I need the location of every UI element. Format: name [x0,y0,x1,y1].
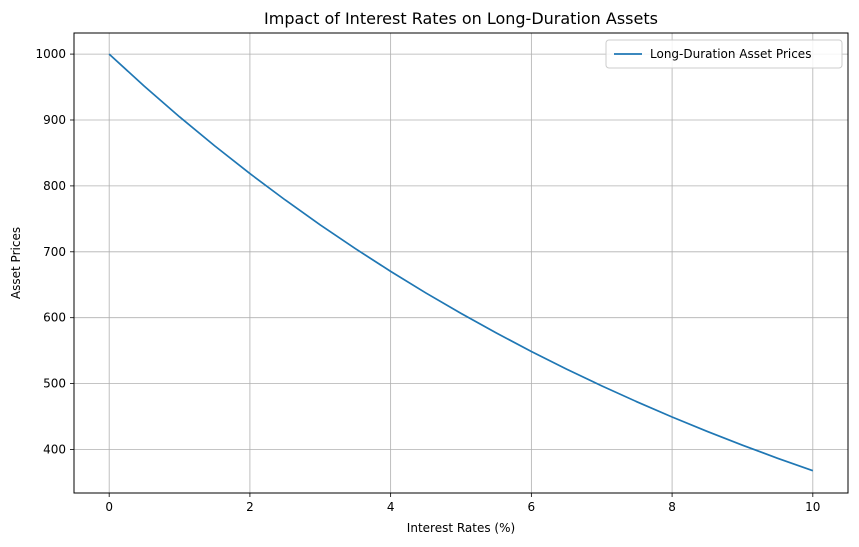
y-axis-label: Asset Prices [9,227,23,299]
x-tick-label: 10 [805,500,820,514]
x-axis-ticks: 0 2 4 6 8 10 [105,493,820,514]
plot-frame [73,32,849,494]
legend-label: Long-Duration Asset Prices [650,47,811,61]
y-tick-label: 600 [43,311,66,325]
y-tick-label: 800 [43,179,66,193]
legend: Long-Duration Asset Prices [605,39,843,69]
y-tick-label: 400 [43,443,66,457]
x-tick-label: 0 [105,500,113,514]
x-tick-label: 8 [668,500,676,514]
y-axis-ticks: 400 500 600 700 800 900 1000 [35,47,74,457]
series-line [108,53,814,472]
x-tick-label: 2 [246,500,254,514]
x-axis-label: Interest Rates (%) [407,521,515,535]
y-tick-label: 900 [43,113,66,127]
series-layer [108,53,814,472]
x-tick-label: 6 [528,500,536,514]
y-tick-label: 500 [43,377,66,391]
y-tick-label: 1000 [35,47,66,61]
chart-title: Impact of Interest Rates on Long-Duratio… [264,9,658,28]
y-tick-label: 700 [43,245,66,259]
x-tick-label: 4 [387,500,395,514]
legend-box [605,39,843,69]
